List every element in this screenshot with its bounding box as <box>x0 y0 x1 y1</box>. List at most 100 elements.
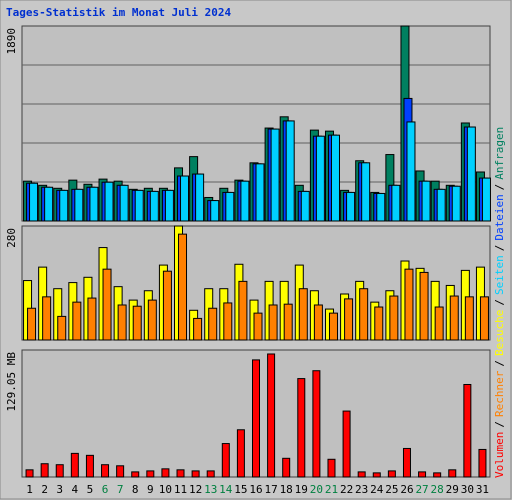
bar <box>328 312 338 341</box>
bar <box>72 301 82 341</box>
x-tick-label: 12 <box>189 483 202 496</box>
bar <box>119 184 129 222</box>
bar <box>162 270 172 341</box>
bar <box>89 186 99 222</box>
x-tick-label: 26 <box>400 483 413 496</box>
bar <box>466 126 476 222</box>
x-tick-label: 1 <box>26 483 33 496</box>
bar <box>195 173 205 222</box>
bar <box>297 378 306 478</box>
bar <box>315 135 325 222</box>
bar <box>372 472 381 478</box>
bar <box>117 304 127 341</box>
y-tick-label: 280 <box>5 228 18 248</box>
bar <box>240 180 250 222</box>
legend-separator: / <box>493 299 506 306</box>
bar <box>70 452 79 478</box>
bar <box>346 191 356 222</box>
bar <box>387 470 396 478</box>
bar <box>359 288 369 341</box>
bar <box>361 162 371 222</box>
bar <box>252 359 260 478</box>
y-tick-label: 129.05 MB <box>5 352 18 412</box>
bar <box>391 184 401 222</box>
x-tick-label: 9 <box>147 483 154 496</box>
x-tick-label: 23 <box>355 483 368 496</box>
bar <box>434 306 444 341</box>
x-tick-label: 21 <box>325 483 338 496</box>
bar <box>206 470 215 478</box>
bar <box>44 186 54 222</box>
bar <box>342 410 351 478</box>
bar <box>268 304 278 341</box>
bar <box>193 317 203 341</box>
bar <box>223 302 233 341</box>
x-tick-label: 3 <box>56 483 63 496</box>
bar <box>40 463 49 478</box>
x-tick-label: 8 <box>132 483 139 496</box>
bar <box>285 120 295 222</box>
bar <box>421 180 431 222</box>
x-tick-label: 24 <box>370 483 384 496</box>
bar <box>208 307 218 341</box>
bar <box>161 468 170 478</box>
bar <box>402 447 411 478</box>
bar <box>418 471 427 478</box>
bar <box>298 288 308 341</box>
bar <box>221 443 230 478</box>
bar <box>313 304 323 341</box>
legend-separator: / <box>493 184 506 191</box>
bar <box>374 306 384 341</box>
bar <box>253 312 263 341</box>
bar <box>210 200 220 222</box>
bar <box>389 295 399 341</box>
bar <box>191 470 200 478</box>
x-tick-label: 11 <box>174 483 187 496</box>
bar <box>74 188 84 222</box>
bar <box>327 458 336 478</box>
x-tick-label: 29 <box>446 483 459 496</box>
bar <box>283 303 293 341</box>
bar <box>85 454 94 478</box>
legend-entry: Dateien <box>493 194 506 240</box>
legend-entry: Anfragen <box>493 127 506 180</box>
y-tick-label: 1890 <box>5 28 18 55</box>
bar <box>236 429 245 478</box>
bar <box>464 296 474 341</box>
bar <box>436 188 446 222</box>
x-tick-label: 31 <box>476 483 489 496</box>
x-tick-label: 27 <box>415 483 428 496</box>
bar <box>238 280 248 341</box>
bar <box>101 464 110 478</box>
legend: Volumen / Rechner / Besuche / Seiten / Dateien / A… <box>493 127 506 478</box>
x-tick-label: 7 <box>117 483 124 496</box>
bar <box>357 471 366 478</box>
legend-entry: Volumen <box>493 432 506 478</box>
x-tick-label: 19 <box>295 483 308 496</box>
bar <box>481 177 491 222</box>
bar <box>451 185 461 222</box>
x-tick-label: 18 <box>280 483 293 496</box>
bar <box>433 472 442 478</box>
legend-entry: Rechner <box>493 370 506 417</box>
bar <box>270 128 280 222</box>
bar <box>419 271 429 341</box>
bar <box>255 163 265 222</box>
x-tick-label: 22 <box>340 483 353 496</box>
x-tick-label: 5 <box>87 483 94 496</box>
legend-entry: Besuche <box>493 310 506 356</box>
bar <box>149 190 159 222</box>
bar <box>282 457 291 478</box>
legend-separator: / <box>493 245 506 252</box>
bar <box>57 315 67 341</box>
bar <box>463 383 472 478</box>
bar <box>225 191 235 222</box>
bar <box>164 189 174 222</box>
bar <box>146 470 155 478</box>
bar <box>376 192 386 222</box>
bar <box>87 297 97 341</box>
bar <box>180 175 190 222</box>
bar <box>59 189 69 222</box>
bar <box>29 182 39 222</box>
